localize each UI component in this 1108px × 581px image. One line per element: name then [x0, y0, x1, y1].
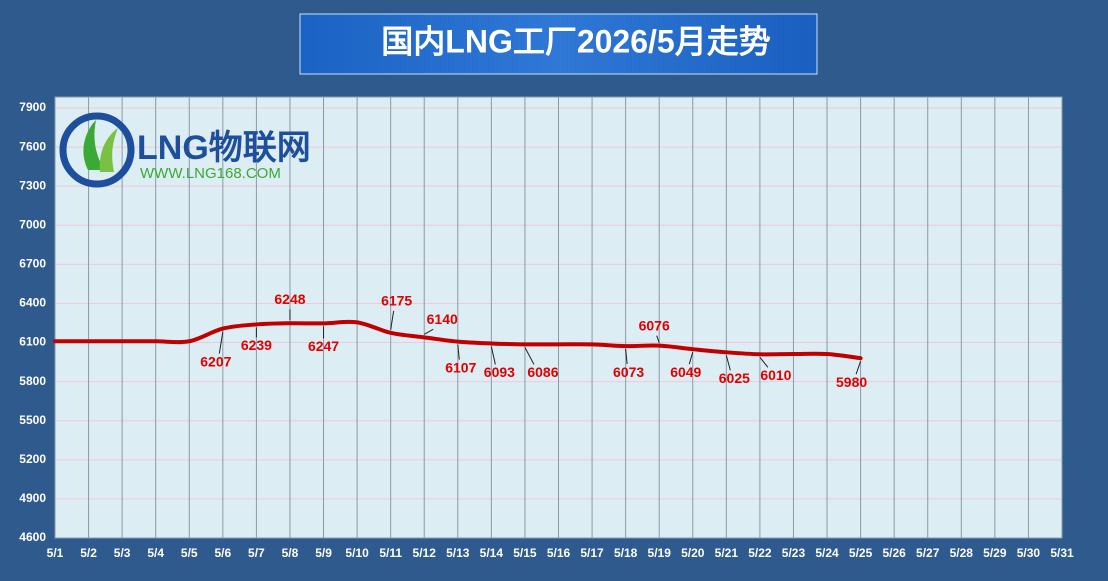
data-label: 6248 [274, 291, 305, 307]
x-tick-label: 5/13 [446, 546, 470, 560]
y-tick-label: 6400 [19, 296, 46, 310]
leader-line [688, 352, 694, 365]
chart-title: 国内LNG工厂2026/5月走势 [381, 23, 770, 59]
series-line [53, 319, 863, 361]
x-tick-label: 5/21 [715, 546, 739, 560]
x-tick-label: 5/29 [983, 546, 1007, 560]
y-tick-label: 6100 [19, 335, 46, 349]
data-label: 6175 [381, 292, 412, 308]
x-tick-label: 5/15 [513, 546, 537, 560]
x-tick-label: 5/26 [882, 546, 906, 560]
data-label: 6239 [241, 337, 272, 353]
leader-line [855, 361, 862, 375]
x-tick-label: 5/2 [80, 546, 97, 560]
leader-line [725, 355, 731, 371]
logo-text: LNG物联网 [137, 129, 311, 167]
x-tick-label: 5/22 [748, 546, 772, 560]
leader-line [218, 331, 224, 354]
data-label: 6025 [719, 370, 750, 386]
y-tick-label: 5800 [19, 374, 46, 388]
leader-line [490, 346, 496, 365]
y-tick-label: 7300 [19, 178, 46, 192]
x-tick-label: 5/25 [849, 546, 873, 560]
title-box [299, 13, 818, 75]
x-tick-label: 5/28 [950, 546, 974, 560]
logo-ring [59, 112, 135, 188]
logo-url: WWW.LNG168.COM [140, 165, 281, 182]
leader-line [524, 347, 535, 365]
x-tick-label: 5/8 [282, 546, 299, 560]
logo: LNG物联网 WWW.LNG168.COM [59, 112, 311, 188]
x-tick-label: 5/3 [114, 546, 131, 560]
x-tick-label: 5/24 [815, 546, 839, 560]
leader-line [423, 328, 434, 335]
logo-leaf [99, 128, 118, 172]
x-tick-label: 5/11 [379, 546, 402, 560]
x-tick-label: 5/9 [315, 546, 332, 560]
plot-border [54, 96, 1063, 539]
data-label: 6049 [670, 364, 701, 380]
y-tick-label: 7600 [19, 139, 46, 153]
x-tick-label: 5/23 [782, 546, 806, 560]
x-tick-label: 5/1 [47, 546, 64, 560]
y-tick-label: 4600 [19, 530, 46, 544]
y-tick-label: 6700 [19, 257, 46, 271]
data-label: 6247 [308, 338, 339, 354]
data-label: 6107 [445, 359, 476, 375]
data-label: 6207 [200, 353, 231, 369]
x-tick-label: 5/14 [480, 546, 504, 560]
y-tick-label: 5200 [19, 452, 46, 466]
data-label: 6076 [639, 317, 670, 333]
x-tick-label: 5/6 [214, 546, 231, 560]
x-tick-label: 5/5 [181, 546, 198, 560]
x-tick-label: 5/12 [413, 546, 437, 560]
data-label: 6010 [760, 367, 791, 383]
data-label: 6093 [484, 364, 515, 380]
x-tick-label: 5/20 [681, 546, 705, 560]
x-tick-label: 5/16 [547, 546, 571, 560]
marks: 6207 6239 6248 6247 6175 6140 6107 6093 6086 6073… [53, 291, 867, 390]
x-tick-label: 5/31 [1050, 546, 1074, 560]
x-tick-label: 5/27 [916, 546, 940, 560]
leader-line [625, 349, 628, 365]
logo-leaf [83, 120, 104, 170]
y-tick-label: 7000 [19, 217, 46, 231]
x-tick-label: 5/4 [147, 546, 164, 560]
x-tick-label: 5/10 [345, 546, 369, 560]
leader-line [759, 356, 769, 368]
data-label: 6073 [613, 364, 644, 380]
y-tick-label: 4900 [19, 491, 46, 505]
leader-line [656, 335, 660, 343]
x-tick-label: 5/19 [648, 546, 672, 560]
y-tick-label: 7900 [19, 100, 46, 114]
x-tick-label: 5/7 [248, 546, 265, 560]
x-tick-label: 5/30 [1017, 546, 1041, 560]
grid [54, 96, 1063, 539]
leader-line [457, 344, 460, 360]
leader-line [390, 310, 395, 330]
data-label: 6140 [427, 311, 458, 327]
y-tick-label: 5500 [19, 413, 46, 427]
x-tick-label: 5/17 [580, 546, 604, 560]
x-tick-label: 5/18 [614, 546, 638, 560]
data-label: 6086 [527, 364, 558, 380]
data-label: 5980 [836, 374, 867, 390]
